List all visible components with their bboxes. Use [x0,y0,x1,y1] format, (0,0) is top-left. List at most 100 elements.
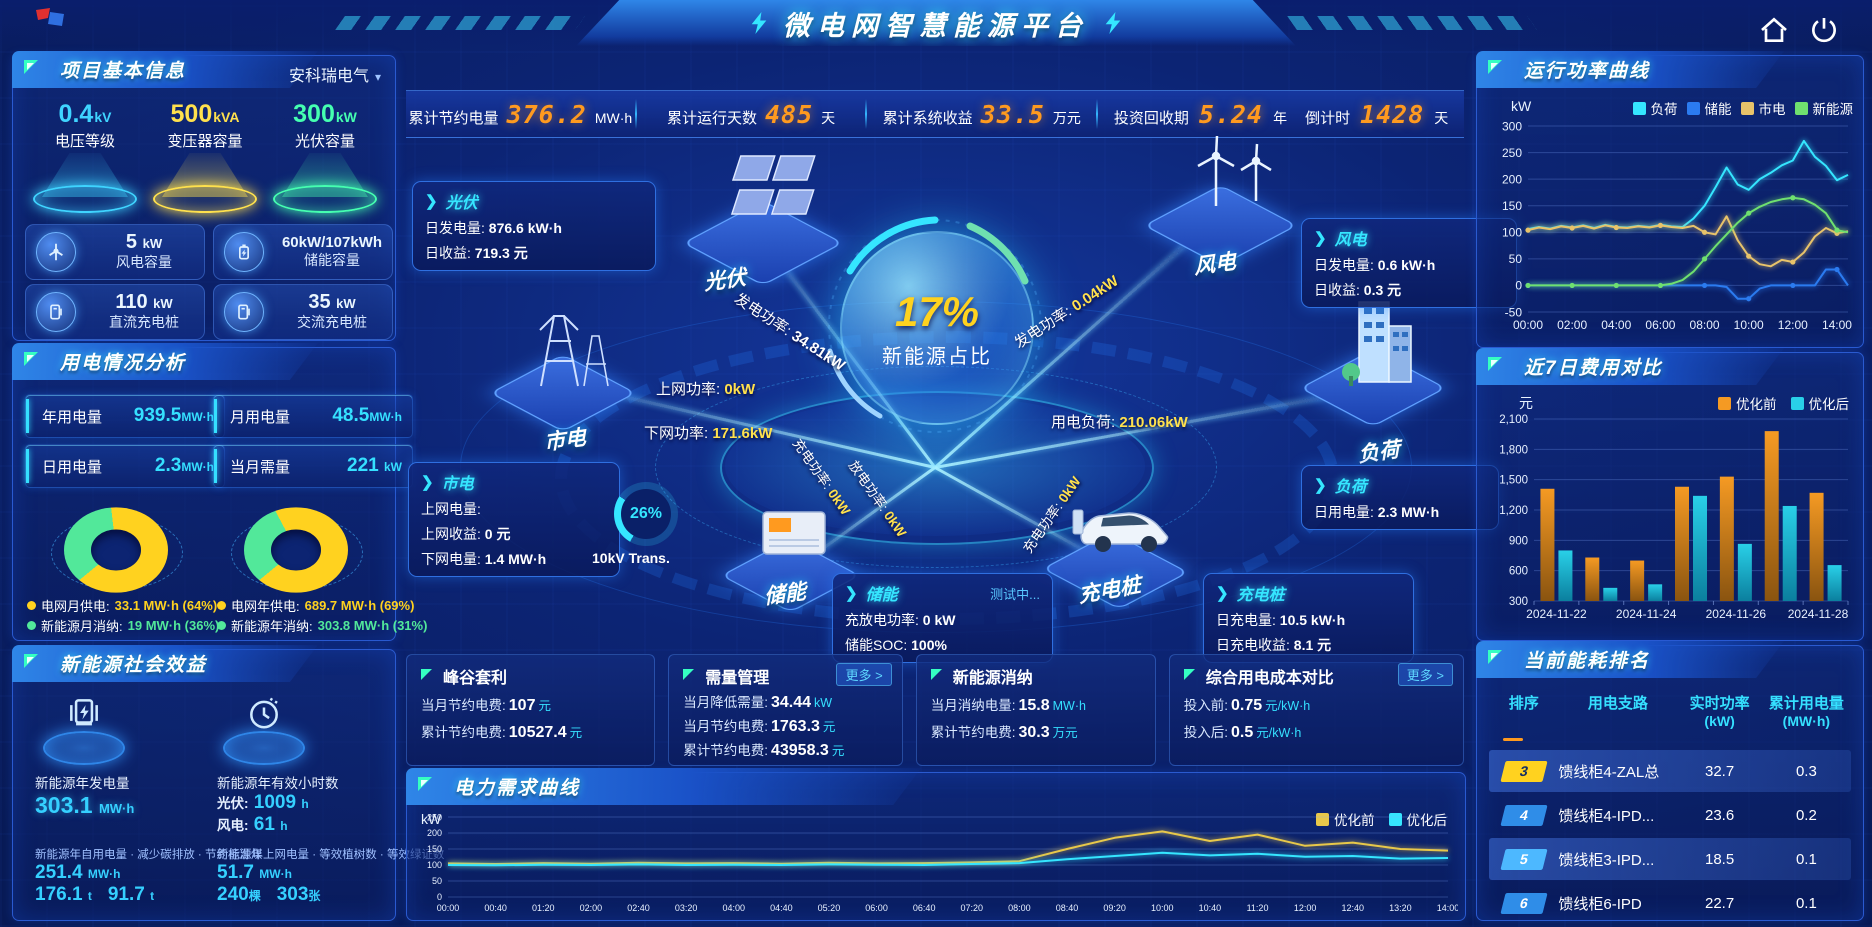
cost-legend: 优化前 优化后 [1718,393,1849,413]
chevron-right-icon: ❯ [1314,230,1327,247]
legend-item-after[interactable]: 优化后 [1388,809,1447,829]
y-axis-unit: kW [1511,98,1532,114]
rank-badge: 3 [1500,760,1548,782]
svg-text:01:20: 01:20 [532,903,555,913]
company-dropdown[interactable]: 安科瑞电气 ▾ [289,62,381,86]
card-corner-icon [421,669,432,680]
svg-text:0: 0 [437,892,442,902]
demand-chart-legend: 优化前 优化后 [1316,809,1447,829]
voltage-level-spotlight: 0.4kV 电压等级 [29,102,141,213]
legend-item-load[interactable]: 负荷 [1632,98,1678,118]
cost-compare-panel: 近7日费用对比 元 优化前 优化后 2,100 1,800 1,500 1,200 90… [1476,352,1864,641]
annual-hours-stat: 新能源年有效小时数 光伏: 1009 h 风电: 61 h [217,776,339,835]
legend-item-grid[interactable]: 市电 [1740,98,1786,118]
svg-text:09:20: 09:20 [1103,903,1126,913]
wind-node-label: 风电 [1193,250,1237,279]
svg-text:03:20: 03:20 [675,903,698,913]
dc-charger-card: 110 kW 直流充电桩 [25,284,205,340]
table-row[interactable]: 3 馈线柜4-ZAL总 32.7 0.3 [1489,750,1851,792]
transformer-capacity-spotlight: 500kVA 变压器容量 [149,102,261,213]
panel-corner-icon [24,60,42,78]
svg-text:150: 150 [1502,199,1522,213]
svg-text:02:00: 02:00 [1557,318,1587,332]
panel-corner-icon [1488,650,1506,668]
card-corner-icon [683,669,695,680]
power-pylon-icon [539,315,609,387]
svg-text:600: 600 [1509,566,1528,578]
legend-grid-month: 电网月供电: 33.1 MW·h (64%) [27,596,217,615]
y-axis-unit: kW [421,811,442,827]
table-row[interactable]: 5 馈线柜3-IPD... 18.5 0.1 [1489,838,1851,880]
panel-header: 用电情况分析 [12,343,318,380]
load-node-label: 负荷 [1357,438,1401,467]
grid-callout: ❯ 市电 上网电量: 上网收益: 0 元 下网电量: 1.4 MW·h [408,462,620,577]
legend-newenergy-month: 新能源月消纳: 19 MW·h (36%) [27,616,219,635]
legend-item-storage[interactable]: 储能 [1686,98,1732,118]
bolt-icon [1105,12,1121,34]
panel-title: 近7日费用对比 [1524,358,1663,379]
panel-corner-icon [24,352,42,370]
svg-text:2024-11-28: 2024-11-28 [1788,607,1849,621]
chevron-right-icon: ❯ [1314,477,1327,494]
chevron-right-icon: ❯ [425,193,438,210]
solar-panels-icon [730,155,816,215]
legend-newenergy-year: 新能源年消纳: 303.8 MW·h (31%) [217,616,427,635]
year-energy-stat: 年用电量 939.5MW·h [25,394,225,438]
svg-text:900: 900 [1509,535,1528,547]
legend-item-newenergy[interactable]: 新能源 [1794,98,1853,118]
svg-text:06:40: 06:40 [913,903,936,913]
grid-node-label: 市电 [543,426,587,455]
svg-text:12:00: 12:00 [1778,318,1808,332]
charger-callout: ❯ 充电桩 日充电量: 10.5 kW·h 日充电收益: 8.1 元 [1203,573,1414,663]
load-callout: ❯ 负荷 日用电量: 2.3 MW·h [1301,465,1499,530]
legend-item-before[interactable]: 优化前 [1718,393,1777,413]
chevron-right-icon: ❯ [421,474,434,491]
svg-text:12:00: 12:00 [1294,903,1317,913]
sphere-arc-ring [827,216,1042,433]
run-power-panel: 运行功率曲线 kW 负荷 储能 市电 新能源 300 250 200 150 100 50… [1476,55,1864,348]
power-icon[interactable] [1808,14,1840,46]
card-corner-icon [1183,669,1195,680]
pv-callout: ❯ 光伏 日发电量: 876.6 kW·h 日收益: 719.3 元 [412,181,656,271]
panel-corner-icon [24,654,42,672]
more-button[interactable]: 更多 > [836,663,892,686]
svg-text:12:40: 12:40 [1341,903,1364,913]
company-name: 安科瑞电气 [288,68,369,85]
svg-text:04:00: 04:00 [722,903,745,913]
project-info-panel: 项目基本信息 安科瑞电气 ▾ 0.4kV 电压等级 500kVA 变压器容量 30… [12,55,396,341]
grid-up-power-label: 上网功率: 0kW [656,381,756,398]
energy-ranking-panel: 当前能耗排名 排序 用电支路 实时功率 (kW) 累计用电量 (MW·h) 3 馈线… [1476,645,1864,921]
peak-valley-card: 峰谷套利 当月节约电费: 107 元 累计节约电费: 10527.4 元 [406,654,656,766]
svg-text:08:00: 08:00 [1690,318,1720,332]
panel-corner-icon [1488,60,1506,78]
svg-text:2024-11-22: 2024-11-22 [1526,607,1587,621]
svg-text:07:20: 07:20 [961,903,984,913]
rank-badge: 5 [1500,848,1548,870]
svg-text:00:00: 00:00 [1513,318,1543,332]
chevron-right-icon: ❯ [1216,585,1229,602]
svg-text:13:20: 13:20 [1389,903,1412,913]
new-energy-ratio-sphere: 17% 新能源占比 [840,231,1034,425]
svg-text:150: 150 [427,844,442,854]
svg-text:1,800: 1,800 [1499,444,1528,456]
more-button[interactable]: 更多 > [1397,663,1453,686]
table-row[interactable]: 4 馈线柜4-IPD... 23.6 0.2 [1489,794,1851,836]
legend-item-before[interactable]: 优化前 [1316,809,1375,829]
panel-title: 当前能耗排名 [1524,651,1651,672]
svg-text:06:00: 06:00 [1645,318,1675,332]
svg-text:08:40: 08:40 [1056,903,1079,913]
legend-item-after[interactable]: 优化后 [1790,393,1849,413]
y-axis-unit: 元 [1519,395,1533,411]
kpi-system-income: 累计系统收益 33.5 万元 [882,99,1081,129]
table-row[interactable]: 6 馈线柜6-IPD 22.7 0.1 [1489,882,1851,914]
month-supply-donut-chart [64,507,168,593]
grid-down-power-label: 下网功率: 171.6kW [644,425,773,442]
svg-text:100: 100 [427,860,442,870]
svg-text:10:00: 10:00 [1734,318,1764,332]
kpi-run-days: 累计运行天数 485 天 [666,99,836,129]
svg-text:2024-11-26: 2024-11-26 [1706,607,1767,621]
home-icon[interactable] [1758,14,1790,46]
panel-title: 运行功率曲线 [1524,61,1651,82]
